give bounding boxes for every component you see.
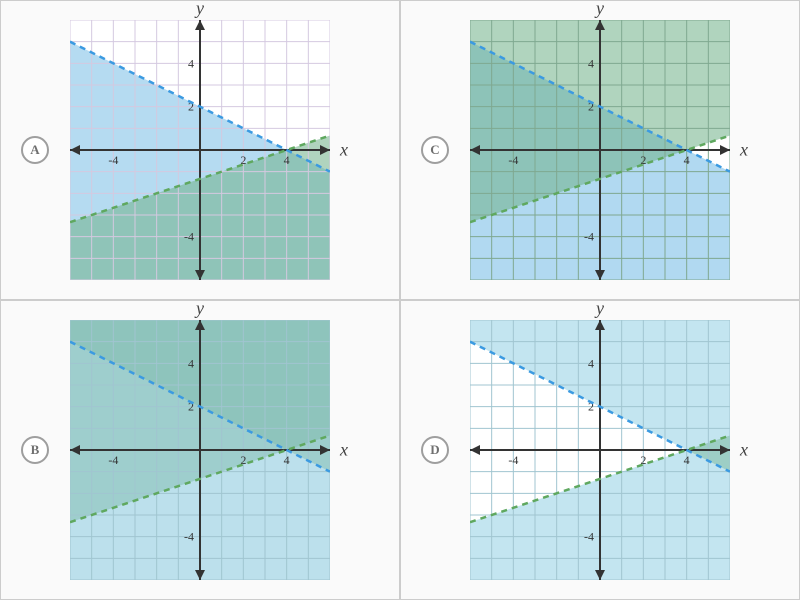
svg-text:4: 4 <box>284 153 290 167</box>
svg-text:4: 4 <box>684 153 690 167</box>
x-axis-label: x <box>340 440 348 461</box>
svg-text:-4: -4 <box>584 230 594 244</box>
option-c-button[interactable]: C <box>421 136 449 164</box>
panel-a: A y x -42424-4 <box>0 0 400 300</box>
svg-text:-4: -4 <box>184 230 194 244</box>
chart-c: y x -42424-4 <box>470 20 730 280</box>
option-b-button[interactable]: B <box>21 436 49 464</box>
option-a-label: A <box>30 142 39 158</box>
chart-c-svg: -42424-4 <box>470 20 730 280</box>
svg-text:4: 4 <box>588 56 594 70</box>
x-axis-label: x <box>740 140 748 161</box>
svg-text:-4: -4 <box>508 453 518 467</box>
y-axis-label: y <box>596 0 604 19</box>
chart-d-svg: -42424-4 <box>470 320 730 580</box>
x-axis-label: x <box>340 140 348 161</box>
svg-text:4: 4 <box>188 356 194 370</box>
svg-text:-4: -4 <box>108 153 118 167</box>
option-c-label: C <box>430 142 439 158</box>
svg-text:4: 4 <box>684 453 690 467</box>
svg-text:-4: -4 <box>184 530 194 544</box>
panel-c: C y x -42424-4 <box>400 0 800 300</box>
svg-text:-4: -4 <box>508 153 518 167</box>
svg-text:-4: -4 <box>584 530 594 544</box>
option-b-label: B <box>31 442 40 458</box>
panel-b: B y x -42424-4 <box>0 300 400 600</box>
panel-d: D y x -42424-4 <box>400 300 800 600</box>
option-d-button[interactable]: D <box>421 436 449 464</box>
svg-text:4: 4 <box>284 453 290 467</box>
chart-a-svg: -42424-4 <box>70 20 330 280</box>
chart-b-svg: -42424-4 <box>70 320 330 580</box>
svg-text:-4: -4 <box>108 453 118 467</box>
option-a-button[interactable]: A <box>21 136 49 164</box>
y-axis-label: y <box>196 0 204 19</box>
svg-text:4: 4 <box>588 356 594 370</box>
x-axis-label: x <box>740 440 748 461</box>
chart-b: y x -42424-4 <box>70 320 330 580</box>
option-d-label: D <box>430 442 439 458</box>
svg-text:4: 4 <box>188 56 194 70</box>
y-axis-label: y <box>196 298 204 319</box>
chart-d: y x -42424-4 <box>470 320 730 580</box>
y-axis-label: y <box>596 298 604 319</box>
chart-a: y x -42424-4 <box>70 20 330 280</box>
